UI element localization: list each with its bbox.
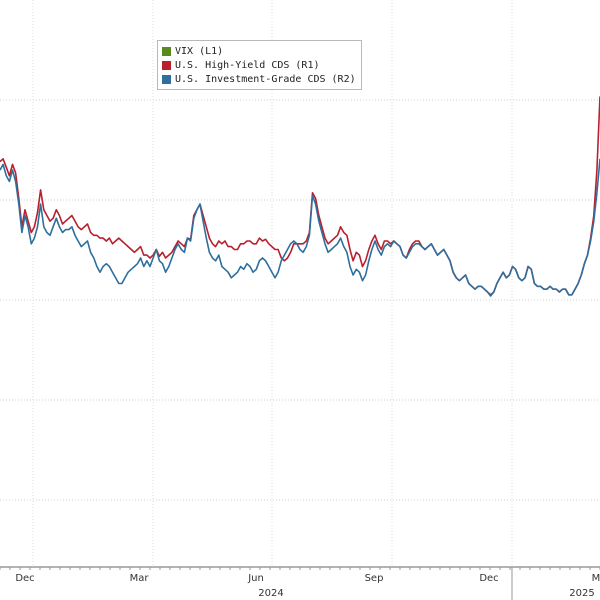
legend-swatch-investment-grade-cds <box>162 74 171 84</box>
legend-entry-high-yield-cds: U.S. High-Yield CDS (R1) <box>162 58 356 72</box>
legend-label-vix: VIX (L1) <box>175 45 224 57</box>
series-layer <box>0 96 600 297</box>
legend-swatch-high-yield-cds <box>162 60 171 70</box>
x-tick-label-jun: Jun <box>247 573 264 584</box>
year-label-2025: 2025 <box>569 588 594 599</box>
grid <box>0 0 600 567</box>
x-tick-label-mar: Mar <box>130 573 150 584</box>
legend: VIX (L1) U.S. High-Yield CDS (R1) U.S. I… <box>157 40 362 90</box>
x-tick-label-dec: Dec <box>15 573 34 584</box>
legend-entry-vix: VIX (L1) <box>162 44 356 58</box>
legend-label-high-yield-cds: U.S. High-Yield CDS (R1) <box>175 59 320 71</box>
x-ticks <box>0 567 600 600</box>
legend-swatch-vix <box>162 46 171 56</box>
x-tick-label-dec: Dec <box>479 573 498 584</box>
x-tick-labels: Dec Mar Jun Sep Dec M 2024 2025 <box>15 573 600 599</box>
x-tick-label-m: M <box>592 573 600 584</box>
year-label-2024: 2024 <box>258 588 283 599</box>
legend-entry-investment-grade-cds: U.S. Investment-Grade CDS (R2) <box>162 72 356 86</box>
x-tick-label-sep: Sep <box>365 573 384 584</box>
series-line-u-s-high-yield-cds-r1 <box>0 96 600 296</box>
legend-label-investment-grade-cds: U.S. Investment-Grade CDS (R2) <box>175 73 356 85</box>
series-line-u-s-investment-grade-cds-r2 <box>0 158 600 297</box>
